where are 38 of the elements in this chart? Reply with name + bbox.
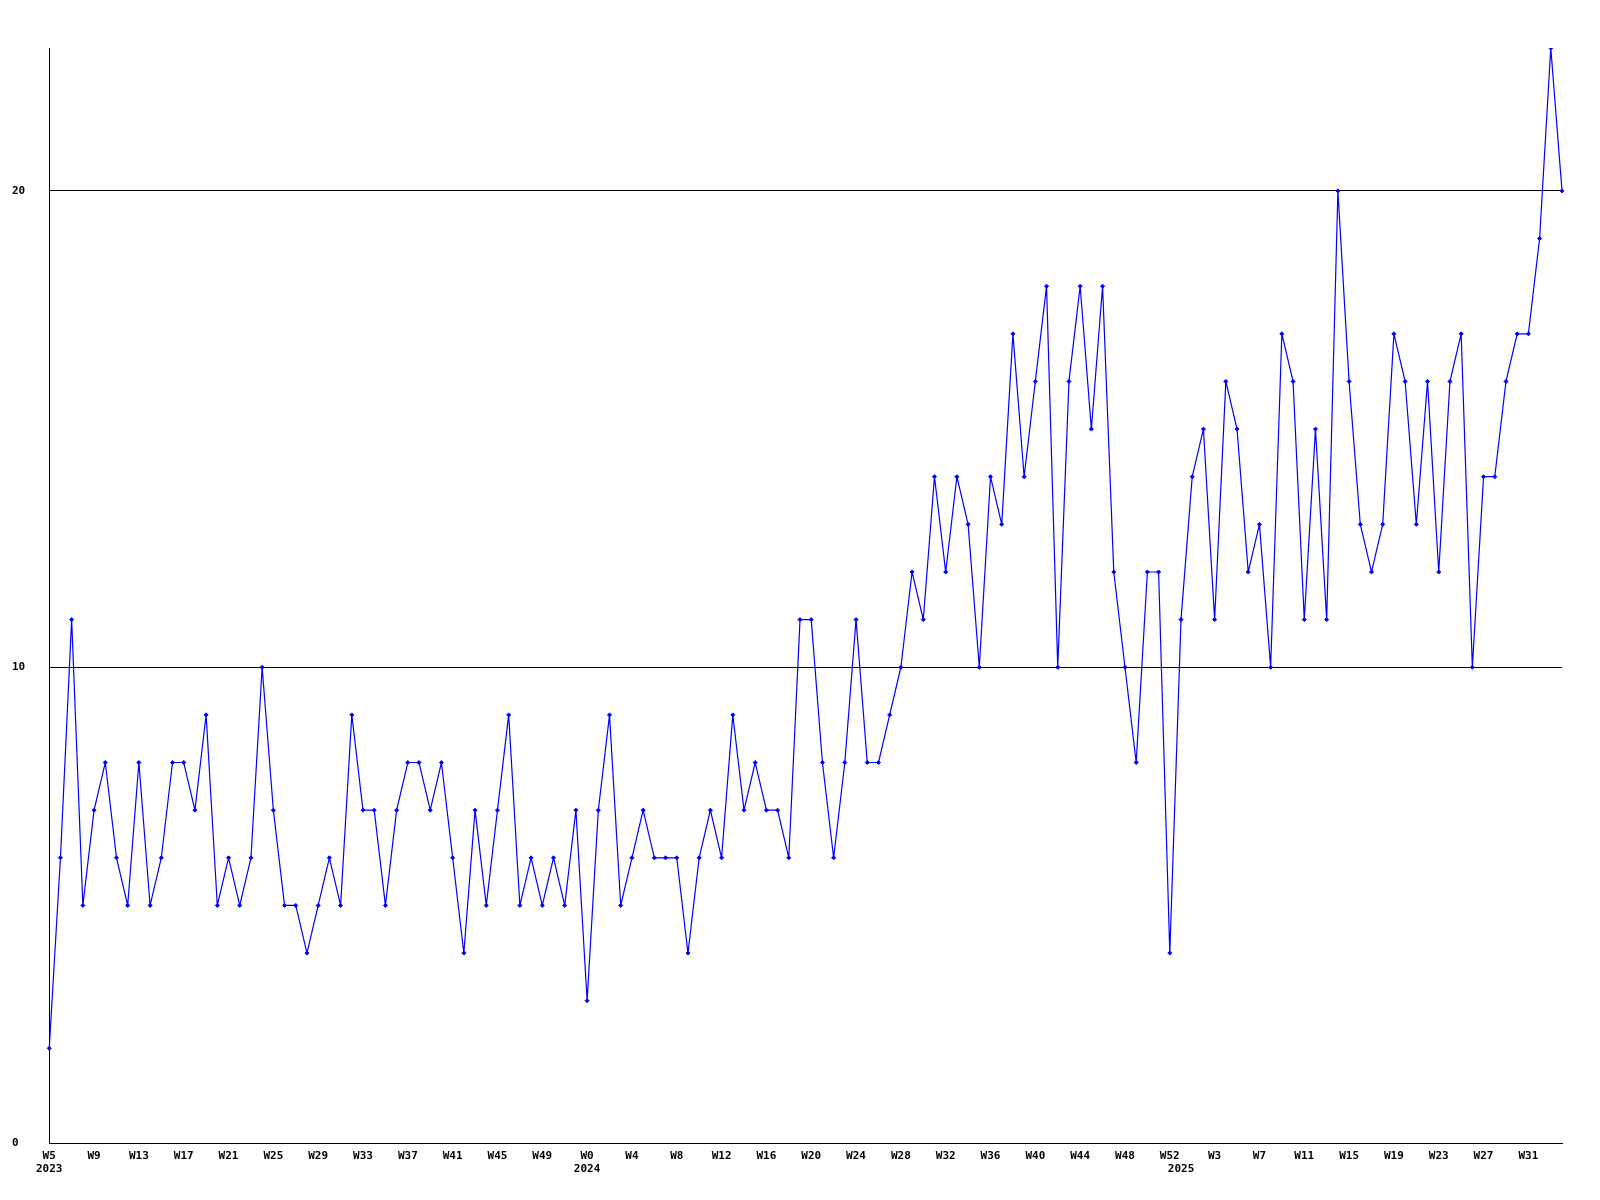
x-tick-label: W16: [756, 1149, 777, 1163]
x-tick-label: 2025: [1167, 1162, 1195, 1176]
x-tick-label: W28: [890, 1149, 911, 1163]
x-tick-label: W7: [1252, 1149, 1267, 1163]
y-tick-label: 20: [12, 183, 26, 197]
x-tick-label: W45: [487, 1149, 508, 1163]
x-tick-label: W17: [173, 1149, 194, 1163]
y-tick-label: 0: [12, 1136, 19, 1150]
x-tick-label: W27: [1473, 1149, 1494, 1163]
x-tick-label: W37: [397, 1149, 418, 1163]
x-tick-label: W13: [128, 1149, 149, 1163]
x-tick-label: W36: [980, 1149, 1001, 1163]
y-tick-label: 10: [12, 660, 26, 674]
x-tick-label: W8: [670, 1149, 684, 1163]
x-tick-label: W41: [442, 1149, 463, 1163]
x-tick-label: W52: [1159, 1149, 1180, 1163]
x-tick-label: W48: [1115, 1149, 1135, 1163]
x-tick-label: W29: [308, 1149, 329, 1163]
x-tick-label: W44: [1070, 1149, 1091, 1163]
x-tick-label: W0 2024: [573, 1149, 601, 1176]
x-tick-label: W32: [935, 1149, 956, 1163]
x-tick-label: W40: [1025, 1149, 1046, 1163]
x-tick-label: W25: [263, 1149, 284, 1163]
x-tick-label: W31: [1518, 1149, 1539, 1163]
x-tick-label: W19: [1383, 1149, 1404, 1163]
x-tick-label: W15: [1339, 1149, 1360, 1163]
x-tick-label: W49: [532, 1149, 553, 1163]
x-tick-label: W11: [1294, 1149, 1315, 1163]
x-tick-label: W21: [218, 1149, 239, 1163]
x-tick-label: W12: [711, 1149, 732, 1163]
x-tick-label: W20: [801, 1149, 822, 1163]
x-tick-label: W4: [625, 1149, 639, 1163]
x-tick-label: W24: [846, 1149, 867, 1163]
x-tick-label: W9: [87, 1149, 101, 1163]
x-tick-label: W23: [1428, 1149, 1449, 1163]
x-tick-label: W33: [353, 1149, 373, 1163]
x-tick-label: W5 2023: [36, 1149, 63, 1176]
x-tick-label: W3: [1208, 1149, 1222, 1163]
